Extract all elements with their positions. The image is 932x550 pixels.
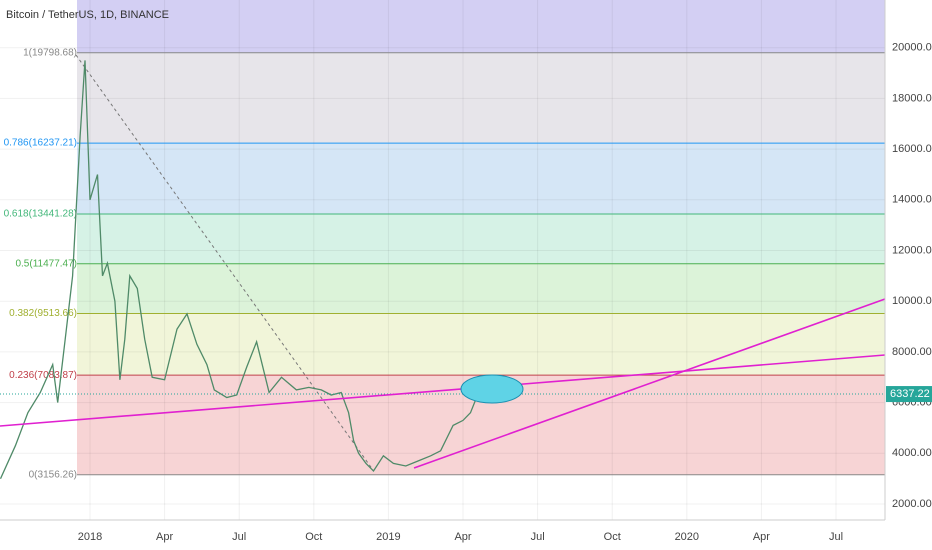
fib-band [77,313,885,376]
fib-level-label: 0.236(7083.87) [9,370,77,381]
y-tick-label: 4000.00 [892,447,932,459]
trendline [0,354,886,427]
x-tick-label: Apr [753,531,770,543]
fib-level-label: 0(3156.26) [29,469,77,480]
y-tick-label: 12000.00 [892,244,932,256]
fib-band [77,263,885,314]
fib-level-label: 0.618(13441.28) [4,209,77,220]
last-price-label: 6337.22 [890,388,930,400]
y-tick-label: 2000.00 [892,498,932,510]
fib-band [77,213,885,264]
y-tick-label: 14000.00 [892,194,932,206]
x-tick-label: Apr [156,531,173,543]
fib-level-label: 0.786(16237.21) [4,138,77,149]
price-line [0,60,479,479]
x-tick-label: 2019 [376,531,400,543]
y-tick-label: 18000.00 [892,92,932,104]
y-tick-label: 8000.00 [892,346,932,358]
trendline [413,298,886,469]
x-tick-label: Oct [604,531,621,543]
x-tick-label: Oct [305,531,322,543]
y-tick-label: 16000.00 [892,143,932,155]
fib-level-label: 1(19798.68) [23,47,77,58]
y-tick-label: 10000.00 [892,295,932,307]
y-tick-label: 20000.00 [892,42,932,54]
x-tick-label: Jul [232,531,246,543]
last-price-box [886,386,932,403]
x-tick-label: 2018 [78,531,102,543]
x-tick-label: 2020 [675,531,699,543]
fib-band-top [77,0,885,53]
fib-band [77,52,885,144]
chart-title: Bitcoin / TetherUS, 1D, BINANCE [6,9,169,21]
fib-level-label: 0.382(9513.66) [9,308,77,319]
highlight-ellipse [460,374,524,404]
x-tick-label: Apr [454,531,471,543]
x-tick-label: Jul [531,531,545,543]
x-tick-label: Jul [829,531,843,543]
fib-band [77,143,885,214]
fib-level-label: 0.5(11477.47) [15,258,77,269]
fib-diagonal [75,54,374,471]
